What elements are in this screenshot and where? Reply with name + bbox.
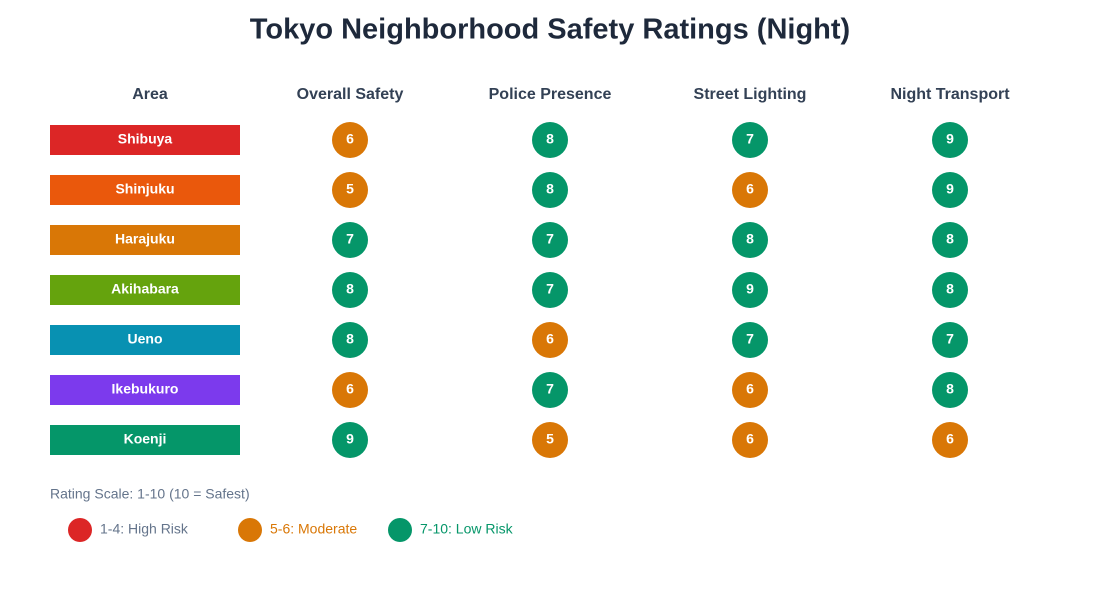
- rating-badge: [932, 272, 968, 308]
- rating-badge: [732, 422, 768, 458]
- rating-badge: [332, 422, 368, 458]
- rating-badge: [932, 172, 968, 208]
- area-badge: [50, 225, 240, 255]
- rating-badge: [532, 172, 568, 208]
- area-badge: [50, 325, 240, 355]
- rating-value: 8: [746, 231, 754, 247]
- rating-value: 8: [546, 181, 554, 197]
- rating-badge: [732, 372, 768, 408]
- rating-badge: [332, 322, 368, 358]
- legend-swatch: [68, 518, 92, 542]
- rating-badge: [532, 122, 568, 158]
- rating-value: 6: [946, 431, 954, 447]
- column-header: Overall Safety: [297, 86, 404, 103]
- rating-badge: [732, 122, 768, 158]
- rating-value: 7: [946, 331, 954, 347]
- area-name: Shinjuku: [115, 181, 174, 197]
- area-badge: [50, 375, 240, 405]
- rating-badge: [332, 272, 368, 308]
- column-header: Area: [132, 86, 168, 103]
- area-badge: [50, 425, 240, 455]
- legend-label: 1-4: High Risk: [100, 521, 189, 537]
- column-header: Street Lighting: [694, 86, 807, 103]
- rating-value: 6: [346, 131, 354, 147]
- rating-badge: [332, 172, 368, 208]
- rating-badge: [532, 422, 568, 458]
- rating-badge: [532, 322, 568, 358]
- legend-label: 7-10: Low Risk: [420, 521, 514, 537]
- rating-badge: [732, 172, 768, 208]
- rating-badge: [732, 222, 768, 258]
- rating-value: 7: [746, 331, 754, 347]
- area-badge: [50, 125, 240, 155]
- rating-value: 9: [946, 181, 954, 197]
- rating-value: 8: [946, 281, 954, 297]
- area-badge: [50, 175, 240, 205]
- page-title: Tokyo Neighborhood Safety Ratings (Night…: [250, 14, 850, 46]
- area-name: Akihabara: [111, 281, 179, 297]
- legend-label: 5-6: Moderate: [270, 521, 357, 537]
- rating-value: 7: [346, 231, 354, 247]
- rating-badge: [532, 372, 568, 408]
- rating-value: 6: [546, 331, 554, 347]
- rating-badge: [932, 322, 968, 358]
- rating-badge: [532, 222, 568, 258]
- rating-value: 7: [546, 281, 554, 297]
- rating-badge: [332, 222, 368, 258]
- column-header: Police Presence: [489, 86, 612, 103]
- rating-value: 5: [546, 431, 554, 447]
- rating-value: 6: [746, 181, 754, 197]
- rating-badge: [332, 372, 368, 408]
- rating-badge: [932, 372, 968, 408]
- column-header: Night Transport: [890, 86, 1010, 103]
- rating-value: 7: [746, 131, 754, 147]
- rating-value: 6: [346, 381, 354, 397]
- rating-value: 9: [346, 431, 354, 447]
- rating-badge: [532, 272, 568, 308]
- rating-badge: [732, 272, 768, 308]
- rating-value: 8: [546, 131, 554, 147]
- rating-value: 9: [946, 131, 954, 147]
- area-name: Koenji: [124, 431, 167, 447]
- rating-badge: [932, 122, 968, 158]
- legend-swatch: [388, 518, 412, 542]
- rating-value: 8: [346, 281, 354, 297]
- area-name: Harajuku: [115, 231, 175, 247]
- rating-value: 6: [746, 431, 754, 447]
- rating-value: 9: [746, 281, 754, 297]
- rating-badge: [932, 422, 968, 458]
- area-name: Shibuya: [118, 131, 173, 147]
- rating-value: 8: [346, 331, 354, 347]
- rating-value: 7: [546, 381, 554, 397]
- rating-badge: [932, 222, 968, 258]
- scale-note: Rating Scale: 1-10 (10 = Safest): [50, 486, 250, 502]
- rating-badge: [332, 122, 368, 158]
- area-badge: [50, 275, 240, 305]
- rating-value: 6: [746, 381, 754, 397]
- rating-value: 7: [546, 231, 554, 247]
- rating-value: 5: [346, 181, 354, 197]
- rating-value: 8: [946, 231, 954, 247]
- legend-swatch: [238, 518, 262, 542]
- rating-badge: [732, 322, 768, 358]
- rating-value: 8: [946, 381, 954, 397]
- area-name: Ikebukuro: [112, 381, 179, 397]
- area-name: Ueno: [128, 331, 163, 347]
